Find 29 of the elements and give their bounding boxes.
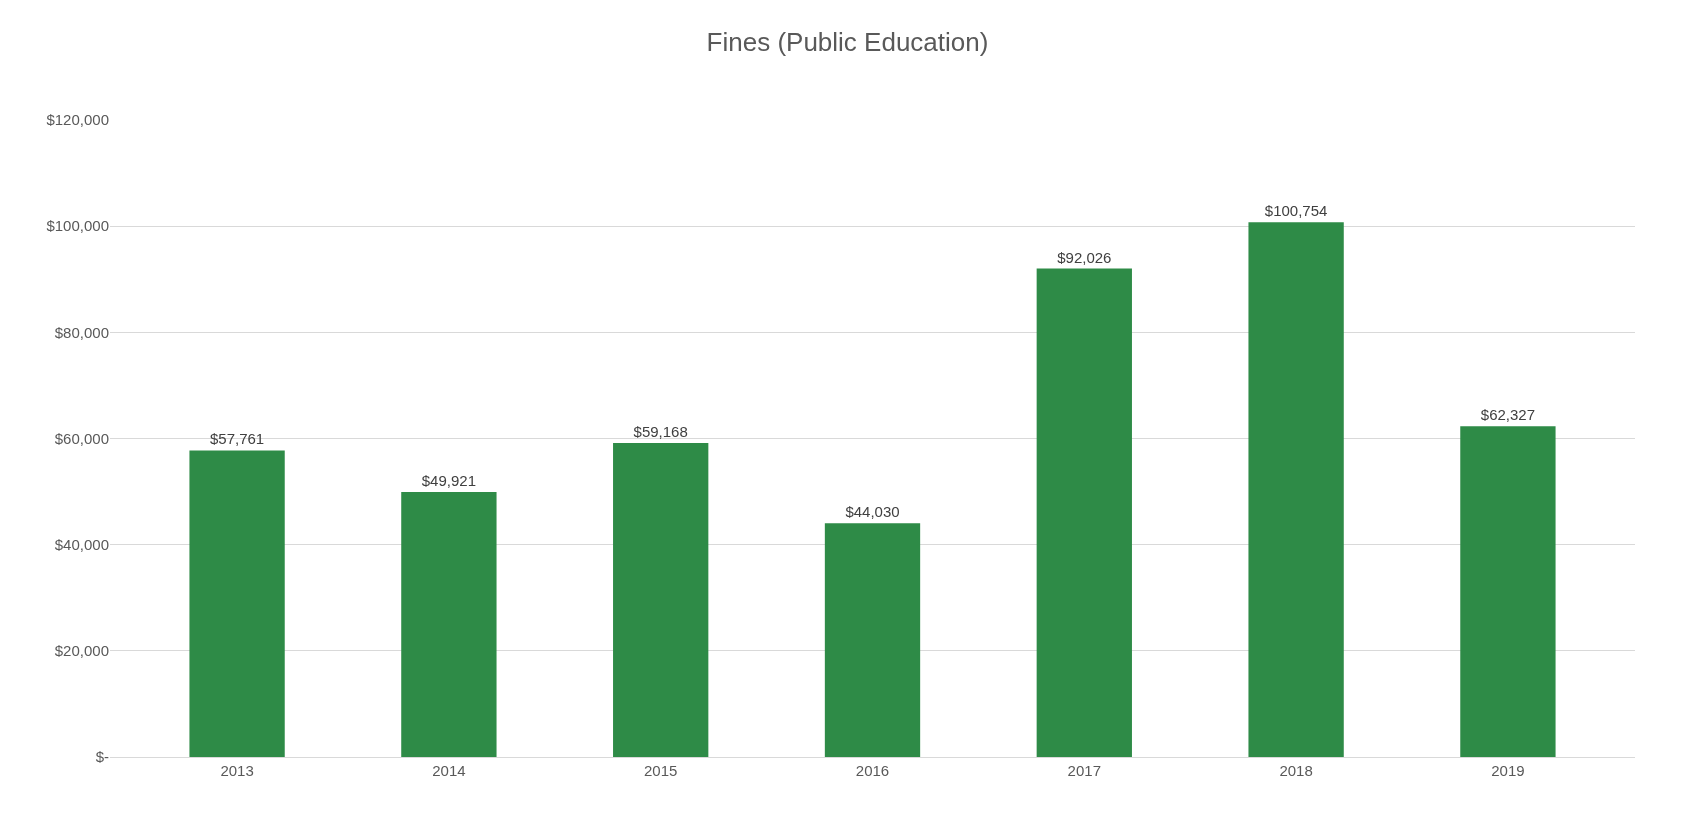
bar bbox=[1248, 222, 1344, 757]
data-label: $92,026 bbox=[1057, 248, 1112, 266]
x-tick-label: 2015 bbox=[644, 762, 678, 779]
bar bbox=[824, 523, 921, 757]
data-label: $100,754 bbox=[1264, 202, 1328, 220]
data-label: $57,761 bbox=[209, 430, 265, 448]
data-label: $59,168 bbox=[633, 422, 688, 440]
bar bbox=[613, 442, 709, 757]
chart-title: Fines (Public Education) bbox=[706, 26, 989, 57]
y-tick-label: $60,000 bbox=[54, 429, 109, 447]
x-tick-label: 2018 bbox=[1279, 762, 1313, 779]
data-label: $62,327 bbox=[1480, 406, 1536, 424]
y-tick-label: $40,000 bbox=[54, 535, 109, 553]
x-tick-label: 2019 bbox=[1491, 762, 1525, 779]
y-tick-label: $- bbox=[95, 748, 109, 766]
bar bbox=[189, 450, 285, 757]
x-tick-label: 2016 bbox=[855, 762, 890, 779]
y-tick-label: $20,000 bbox=[54, 642, 109, 660]
bar bbox=[1460, 426, 1556, 757]
data-label: $44,030 bbox=[845, 503, 900, 521]
y-tick-label: $120,000 bbox=[46, 111, 109, 129]
x-tick-label: 2013 bbox=[220, 762, 254, 779]
x-tick-label: 2014 bbox=[432, 762, 466, 779]
bar bbox=[1036, 268, 1132, 757]
x-tick-label: 2017 bbox=[1067, 762, 1101, 779]
y-tick-label: $100,000 bbox=[46, 217, 109, 235]
data-label: $49,921 bbox=[421, 472, 477, 489]
y-tick-label: $80,000 bbox=[54, 323, 109, 341]
bar bbox=[401, 492, 497, 757]
